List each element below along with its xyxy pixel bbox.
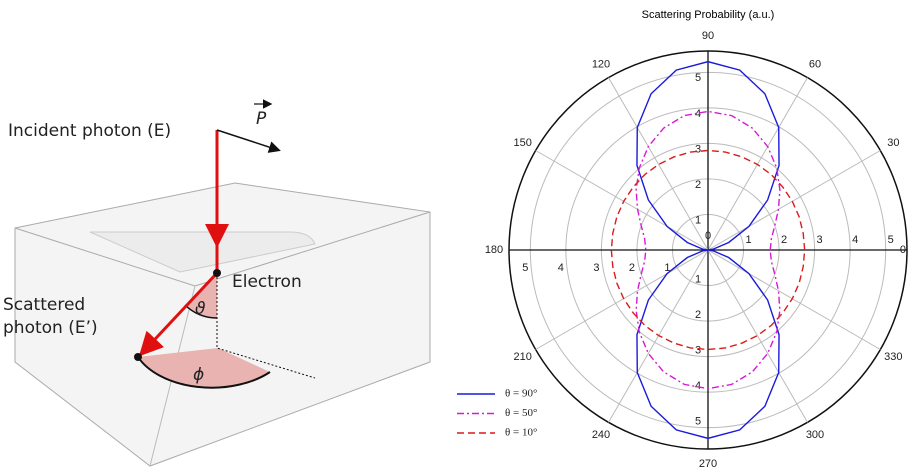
electron-dot: [213, 269, 221, 277]
grid-line: [707, 150, 881, 251]
angle-tick-label: 0: [900, 244, 906, 256]
r-tick-label: 3: [695, 143, 701, 155]
angle-tick-label: 120: [592, 59, 610, 71]
legend-label: θ = 10°: [505, 427, 537, 439]
grid-line: [608, 77, 709, 251]
legend-label: θ = 50°: [505, 407, 537, 419]
r-tick-label: 4: [695, 108, 701, 120]
r-tick-label: 3: [593, 262, 599, 274]
scattered-label: Scattered: [3, 295, 85, 315]
r-tick-label: 5: [888, 234, 894, 246]
scattered-label: photon (E’): [3, 318, 98, 338]
incident-label: Incident photon (E): [8, 121, 171, 141]
angle-tick-label: 60: [809, 59, 821, 71]
r-tick-label: 2: [629, 262, 635, 274]
r-tick-label: 0: [705, 230, 711, 242]
diagram: Incident photon (E) P Electron Scattered…: [3, 99, 431, 467]
polar-chart: Scattering Probability (a.u.) 0306090120…: [457, 9, 908, 470]
photon-dot: [134, 353, 142, 361]
angle-tick-label: 330: [884, 351, 902, 363]
series-line: [635, 110, 781, 390]
r-tick-label: 5: [522, 262, 528, 274]
electron-label: Electron: [232, 272, 302, 292]
angle-tick-label: 90: [702, 30, 714, 42]
grid-line: [707, 77, 808, 251]
r-tick-label: 2: [695, 309, 701, 321]
grid-line: [535, 150, 709, 251]
r-tick-label: 2: [695, 179, 701, 191]
r-tick-label: 5: [695, 72, 701, 84]
angle-tick-label: 240: [592, 429, 610, 441]
r-tick-label: 2: [781, 234, 787, 246]
chart-title: Scattering Probability (a.u.): [642, 9, 775, 21]
legend-label: θ = 90°: [505, 388, 537, 400]
angle-tick-label: 300: [806, 429, 824, 441]
r-tick-label: 1: [695, 273, 701, 285]
angle-tick-label: 180: [485, 244, 503, 256]
grid-line: [707, 249, 808, 423]
angle-tick-label: 30: [887, 137, 899, 149]
azimuth-arc: [137, 356, 271, 389]
r-tick-label: 4: [695, 380, 701, 392]
r-tick-label: 5: [695, 416, 701, 428]
series-line: [610, 149, 806, 351]
polar-angle-label: ϑ: [195, 299, 206, 319]
r-tick-label: 1: [745, 234, 751, 246]
box: [14, 182, 431, 467]
r-tick-label: 4: [852, 234, 858, 246]
r-tick-label: 3: [695, 345, 701, 357]
polarization-arrow: [216, 129, 281, 153]
series-line: [636, 60, 780, 440]
azimuth-wedge: [138, 348, 270, 388]
momentum-label: P: [256, 109, 267, 129]
r-tick-label: 1: [695, 214, 701, 226]
r-tick-label: 4: [558, 262, 564, 274]
r-tick-label: 1: [664, 262, 670, 274]
grid-line: [707, 249, 881, 350]
scattered-arrow: [138, 271, 219, 357]
polar-wedge: [185, 273, 217, 319]
grid-line: [608, 249, 709, 423]
projection: [216, 273, 316, 379]
angle-tick-label: 210: [513, 351, 531, 363]
angle-tick-label: 270: [699, 458, 717, 470]
grid-line: [535, 249, 709, 350]
surface: [89, 231, 316, 273]
r-tick-label: 3: [817, 234, 823, 246]
angle-tick-label: 150: [513, 137, 531, 149]
azimuth-label: ϕ: [193, 365, 204, 385]
